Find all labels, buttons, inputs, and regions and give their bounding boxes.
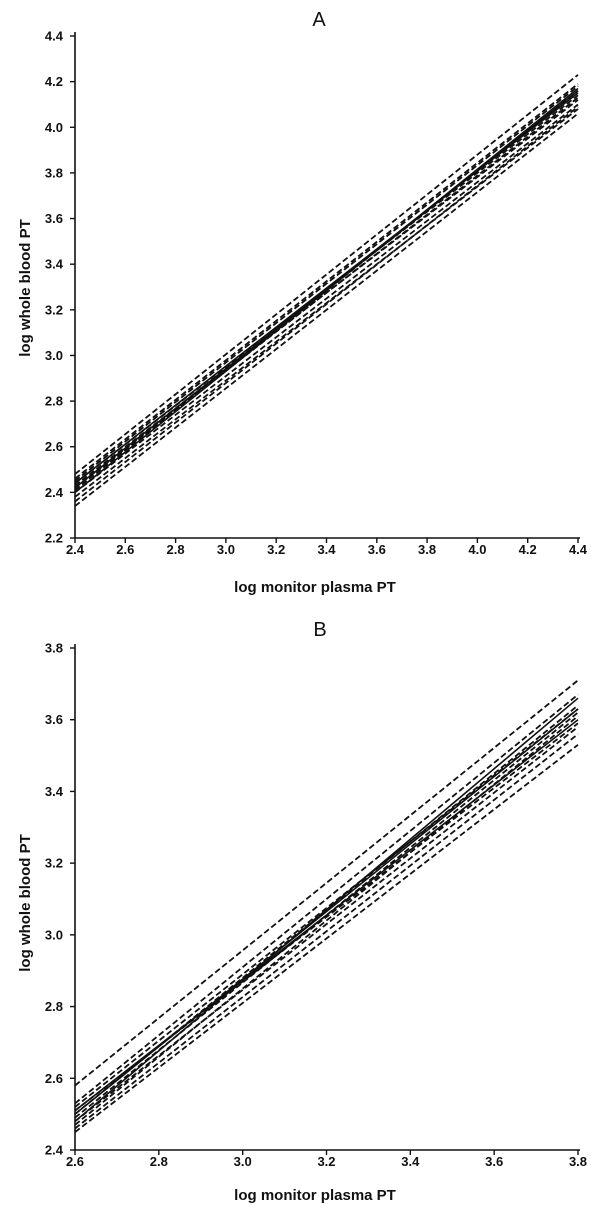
panel-b-x-tick-label: 3.0	[234, 1154, 252, 1169]
panel-a-y-tick-label: 3.0	[45, 348, 63, 363]
panel-b-y-tick-label: 3.0	[45, 927, 63, 942]
panel-a-series-line-12	[74, 108, 579, 498]
panel-a-series-line-4	[74, 74, 579, 475]
panel-a-marks: 2.4 2.6 2.8 3.0 3.2 3.4 3.6 3.8 4.0 4.2 4.42.22.42…	[45, 29, 588, 558]
panel-b-y-tick-label: 3.2	[45, 856, 63, 871]
panel-a-y-tick-label: 4.4	[45, 29, 64, 44]
panel-a-y-tick-label: 2.4	[45, 485, 64, 500]
panel-b: B log monitor plasma PT log whole blood …	[17, 619, 587, 1204]
panel-b-series-line-1	[74, 708, 579, 1115]
panel-b-y-tick-label: 2.4	[45, 1143, 64, 1158]
panel-a-x-tick-label: 4.4	[569, 542, 588, 557]
panel-a-y-tick-label: 4.2	[45, 74, 63, 89]
panel-a: A log monitor plasma PT log whole blood …	[17, 9, 588, 596]
panel-a-series-line-1	[74, 90, 579, 489]
panel-a-series-line-9	[74, 96, 579, 489]
panel-b-series-line-6	[74, 708, 579, 1108]
panel-a-x-tick-label: 3.8	[418, 542, 436, 557]
panel-a-y-tick-label: 3.6	[45, 211, 63, 226]
panel-b-series-line-5	[74, 693, 579, 1105]
panel-b-x-axis-label: log monitor plasma PT	[234, 1187, 396, 1204]
panel-a-series-line-11	[74, 103, 579, 494]
panel-a-x-tick-label: 4.2	[519, 542, 537, 557]
panel-b-x-tick-label: 3.6	[485, 1154, 503, 1169]
panel-a-x-tick-label: 3.4	[317, 542, 336, 557]
panel-a-y-tick-label: 3.2	[45, 302, 63, 317]
panel-a-x-tick-label: 3.2	[267, 542, 285, 557]
panel-b-y-tick-label: 3.8	[45, 641, 63, 656]
panel-a-x-tick-label: 3.0	[217, 542, 235, 557]
panel-a-y-axis-label: log whole blood PT	[17, 219, 34, 356]
panel-a-series-line-2	[74, 92, 579, 484]
panel-b-series-line-13	[74, 744, 579, 1133]
panel-a-series-line-6	[74, 85, 579, 482]
panel-b-x-tick-label: 3.8	[569, 1154, 587, 1169]
panel-a-x-axis-label: log monitor plasma PT	[234, 579, 396, 596]
panel-b-series-line-2	[74, 697, 579, 1122]
panel-a-y-tick-label: 3.4	[45, 257, 64, 272]
panel-a-x-tick-label: 2.8	[167, 542, 185, 557]
panel-a-x-tick-label: 4.0	[468, 542, 486, 557]
panel-b-series-line-10	[74, 726, 579, 1123]
panel-b-marks: 2.6 2.8 3.0 3.2 3.4 3.6 3.82.42.62.83.03.23.43…	[45, 641, 587, 1170]
panel-b-title: B	[313, 619, 326, 641]
panel-a-y-tick-label: 4.0	[45, 120, 63, 135]
panel-b-y-tick-label: 2.6	[45, 1071, 63, 1086]
panel-a-x-tick-label: 2.4	[66, 542, 85, 557]
panel-b-x-tick-label: 3.2	[317, 1154, 335, 1169]
panel-a-series-line-5	[74, 83, 579, 480]
panel-b-x-tick-label: 2.8	[150, 1154, 168, 1169]
panel-b-y-tick-label: 3.4	[45, 784, 64, 799]
panel-b-x-tick-label: 3.4	[401, 1154, 420, 1169]
panel-a-y-tick-label: 2.6	[45, 439, 63, 454]
panel-a-title: A	[312, 9, 326, 31]
panel-b-series-line-12	[74, 733, 579, 1130]
panel-b-y-tick-label: 2.8	[45, 999, 63, 1014]
panel-b-series-line-3	[74, 719, 579, 1112]
panel-b-y-tick-label: 3.6	[45, 712, 63, 727]
panel-a-series-line-13	[74, 105, 579, 503]
panel-a-y-tick-label: 3.8	[45, 165, 63, 180]
panel-a-series-line-14	[74, 112, 579, 507]
panel-b-series-line-4	[74, 679, 579, 1087]
panel-b-x-tick-label: 2.6	[66, 1154, 84, 1169]
panel-a-series-line-3	[74, 87, 579, 494]
panel-b-series-line-7	[74, 722, 579, 1112]
panel-a-y-tick-label: 2.8	[45, 394, 63, 409]
panel-b-y-axis-label: log whole blood PT	[17, 834, 34, 971]
panel-a-x-tick-label: 3.6	[368, 542, 386, 557]
panel-a-x-tick-label: 2.6	[116, 542, 134, 557]
panel-a-y-tick-label: 2.2	[45, 531, 63, 546]
